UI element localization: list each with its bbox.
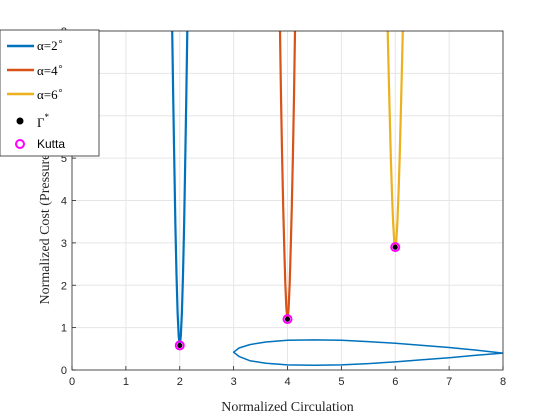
x-tick-label: 5 xyxy=(338,376,344,388)
y-tick-label: 5 xyxy=(61,153,67,165)
y-tick-label: 2 xyxy=(61,280,67,292)
x-tick-label: 7 xyxy=(446,376,452,388)
y-tick-label: 0 xyxy=(61,365,67,377)
legend-label-alpha-6: α=6∘ xyxy=(37,85,63,102)
legend-label-kutta: Kutta xyxy=(37,137,65,151)
x-tick-label: 0 xyxy=(69,376,75,388)
optimum-marker xyxy=(392,244,398,250)
optimum-marker xyxy=(284,316,291,322)
legend-marker-kutta xyxy=(15,139,25,149)
x-tick-label: 1 xyxy=(123,376,129,388)
points-layer xyxy=(174,242,401,351)
kutta-marker xyxy=(282,314,293,325)
kutta-marker xyxy=(390,242,401,253)
y-tick-label: 4 xyxy=(61,196,67,208)
legend-label-optimum: Γ* xyxy=(37,112,50,130)
legend-label-alpha-2: α=2∘ xyxy=(37,36,63,53)
airfoil-layer xyxy=(232,339,504,367)
y-tick-label: 1 xyxy=(61,323,67,335)
legend: α=2∘ α=4∘ α=6∘ Γ* Kutta xyxy=(0,29,100,157)
kutta-marker xyxy=(174,340,185,351)
legend-marker-optimum xyxy=(16,117,24,125)
optimum-marker xyxy=(177,342,183,349)
x-axis-label: Normalized Circulation xyxy=(221,400,354,415)
legend-label-alpha-4: α=4∘ xyxy=(37,61,63,78)
x-tick-label: 2 xyxy=(177,376,183,388)
x-tick-label: 4 xyxy=(284,376,290,388)
x-tick-label: 8 xyxy=(500,376,506,388)
x-tick-label: 3 xyxy=(231,376,237,388)
y-tick-label: 3 xyxy=(61,238,67,250)
airfoil-outline xyxy=(232,339,504,367)
x-tick-label: 6 xyxy=(392,376,398,388)
